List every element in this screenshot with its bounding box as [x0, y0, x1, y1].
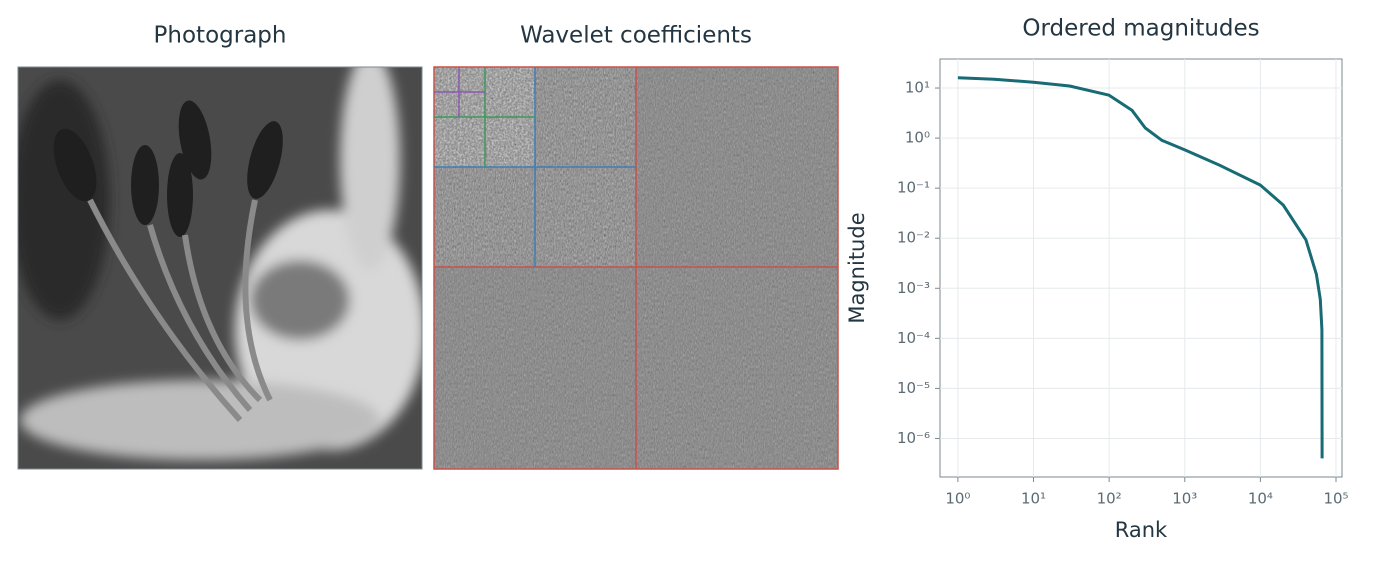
- chart-title: Ordered magnitudes: [1022, 16, 1259, 42]
- y-tick-label: 10⁻³: [897, 279, 930, 297]
- y-tick-label: 10⁻⁶: [897, 429, 930, 447]
- image-title: Wavelet coefficients: [520, 23, 752, 49]
- photograph: [18, 67, 422, 469]
- plot-frame: [939, 58, 1343, 478]
- y-axis-label: Magnitude: [845, 212, 869, 323]
- x-tick-label: 10⁵: [1323, 490, 1348, 508]
- x-tick-label: 10³: [1172, 490, 1197, 508]
- wavelet-image: [433, 66, 839, 470]
- image-title: Photograph: [154, 23, 287, 49]
- y-tick-label: 10⁻²: [897, 229, 930, 247]
- x-tick-label: 10¹: [1021, 490, 1046, 508]
- x-tick-label: 10⁴: [1248, 490, 1273, 508]
- series-line: [957, 76, 1324, 459]
- y-tick-label: 10⁻⁴: [897, 329, 930, 347]
- x-tick-label: 10²: [1097, 490, 1122, 508]
- x-tick-label: 10⁰: [945, 490, 970, 508]
- x-axis-label: Rank: [1115, 518, 1168, 542]
- y-tick-label: 10⁰: [905, 129, 930, 147]
- image-frame: [17, 66, 423, 470]
- y-tick-label: 10¹: [905, 79, 930, 97]
- y-tick-label: 10⁻¹: [897, 179, 930, 197]
- y-tick-label: 10⁻⁵: [897, 379, 930, 397]
